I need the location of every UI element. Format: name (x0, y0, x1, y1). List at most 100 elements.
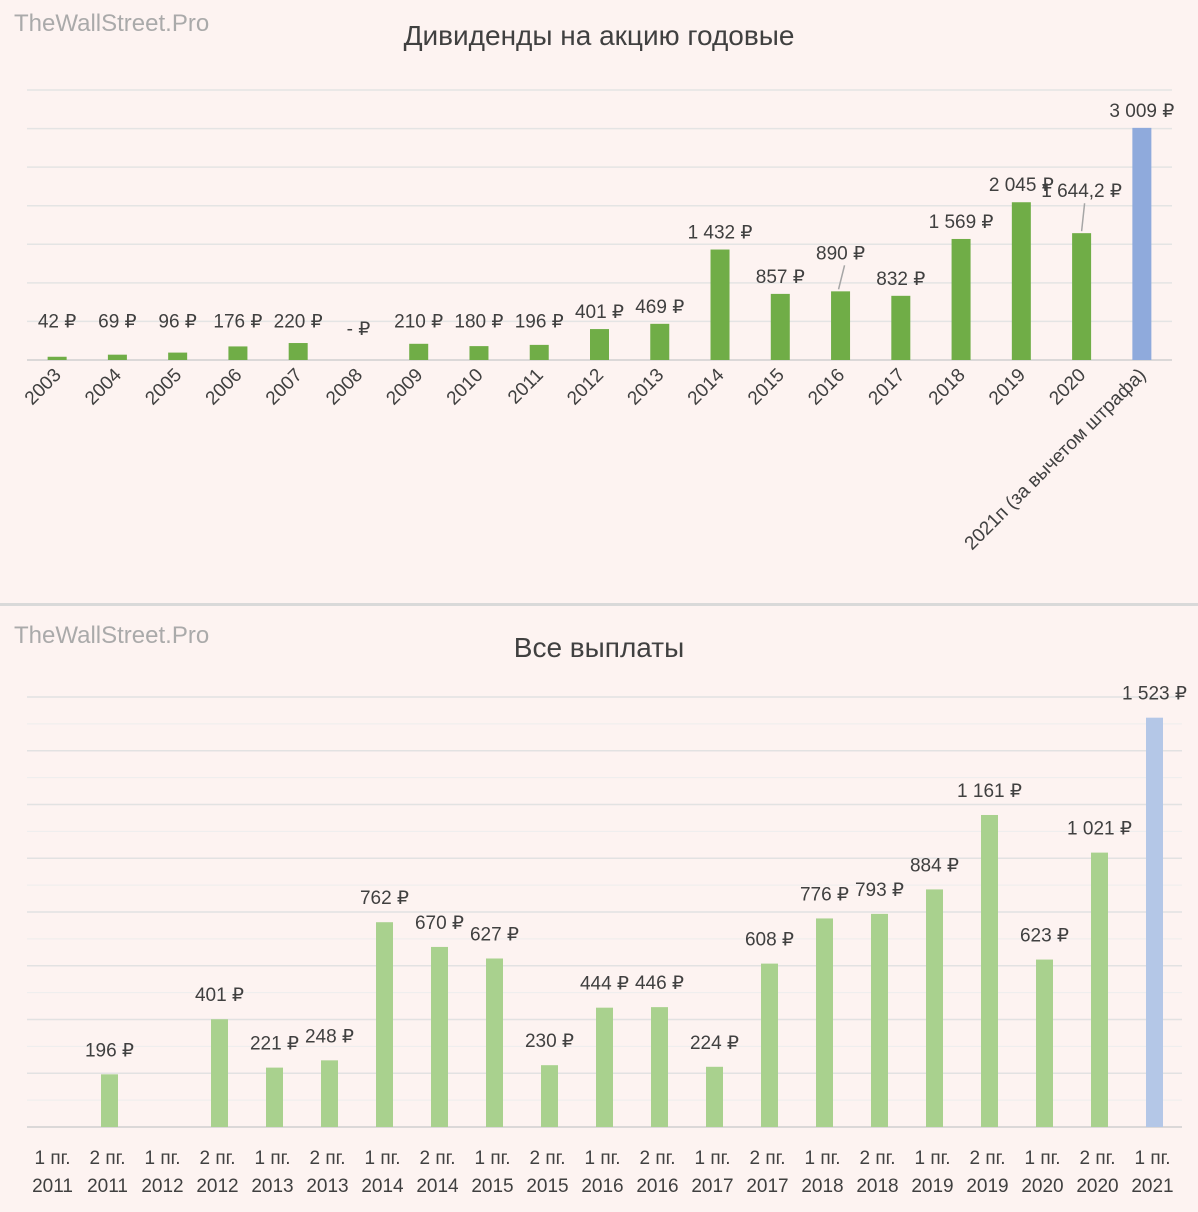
x-tick-label-year: 2011 (32, 1176, 73, 1197)
bar (871, 913, 888, 1127)
x-tick-label: 2019 (985, 365, 1030, 410)
data-label: 196 ₽ (85, 1040, 134, 1061)
data-label: 230 ₽ (525, 1031, 574, 1052)
all-payments-panel: TheWallStreet.Pro Все выплаты 1 пг. 2011 1… (0, 606, 1198, 1212)
data-label: 401 ₽ (575, 302, 624, 323)
x-tick-label: 2004 (81, 364, 126, 409)
bar (650, 323, 670, 360)
bar (651, 1007, 668, 1127)
x-tick-label: 2006 (202, 365, 247, 410)
data-label: 857 ₽ (756, 267, 805, 288)
x-tick-label: 2013 (624, 365, 669, 410)
bar (706, 1066, 723, 1127)
bar (288, 343, 308, 360)
bar (1091, 852, 1108, 1127)
x-tick-label: 2012 (563, 365, 608, 410)
bar (168, 352, 188, 360)
x-tick-label-half: 1 пг. (474, 1148, 510, 1169)
bar (761, 963, 778, 1127)
bar (981, 814, 998, 1127)
bar (529, 344, 549, 360)
x-tick-label-year: 2012 (141, 1176, 183, 1197)
x-tick-label-year: 2021 (1131, 1176, 1173, 1197)
data-label: 793 ₽ (855, 880, 904, 901)
data-label: 623 ₽ (1020, 926, 1069, 947)
x-tick-label-half: 2 пг. (309, 1148, 345, 1169)
x-tick-label-year: 2016 (636, 1176, 678, 1197)
watermark: TheWallStreet.Pro (14, 10, 210, 37)
data-label: 1 644,2 ₽ (1041, 181, 1122, 202)
x-tick-label-year: 2020 (1076, 1176, 1118, 1197)
bar (409, 343, 429, 360)
x-tick-label-year: 2014 (416, 1176, 459, 1197)
bar (228, 346, 248, 360)
data-label: 221 ₽ (250, 1034, 299, 1055)
x-tick-label: 2017 (865, 365, 910, 410)
x-tick-label-half: 2 пг. (1079, 1148, 1115, 1169)
x-tick-label: 2016 (804, 365, 849, 410)
data-label: 2 045 ₽ (989, 175, 1054, 196)
data-label: 1 021 ₽ (1067, 819, 1132, 840)
x-tick-label-year: 2012 (196, 1176, 238, 1197)
bar (1132, 127, 1152, 361)
data-label: 1 161 ₽ (957, 781, 1022, 802)
x-tick-label: 2009 (382, 365, 427, 410)
x-tick-label-year: 2018 (801, 1176, 843, 1197)
x-tick-label-year: 2018 (856, 1176, 898, 1197)
chart-title: Все выплаты (513, 632, 685, 663)
x-tick-label: 2011 (504, 365, 548, 409)
x-tick-label-half: 1 пг. (914, 1148, 950, 1169)
panel-divider (0, 603, 1198, 606)
x-tick-label-half: 1 пг. (584, 1148, 620, 1169)
x-tick-label-year: 2019 (911, 1176, 953, 1197)
bar (107, 354, 127, 360)
x-tick-label-half: 2 пг. (89, 1148, 125, 1169)
data-label: 446 ₽ (635, 973, 684, 994)
x-tick-label: 2010 (443, 365, 488, 410)
bar (770, 293, 790, 360)
x-tick-label-half: 2 пг. (529, 1148, 565, 1169)
x-tick-label-half: 1 пг. (254, 1148, 290, 1169)
x-tick-label-half: 2 пг. (419, 1148, 455, 1169)
bar (469, 346, 489, 360)
bar (47, 356, 67, 360)
x-tick-label: 2007 (262, 365, 307, 410)
x-tick-label-year: 2014 (361, 1176, 404, 1197)
data-label: 762 ₽ (360, 888, 409, 909)
data-label: 69 ₽ (98, 312, 137, 333)
data-label: 1 523 ₽ (1122, 684, 1187, 705)
label-leader-line (1080, 203, 1086, 232)
x-tick-label-half: 2 пг. (859, 1148, 895, 1169)
bar (541, 1065, 558, 1127)
bar (101, 1074, 118, 1127)
annual-dividends-chart: 42 ₽ 2003 69 ₽ 2004 96 ₽ 2005 176 ₽ 2006 220 ₽ 20… (21, 89, 1174, 554)
bar (376, 922, 393, 1127)
data-label: 248 ₽ (305, 1026, 354, 1047)
bar (211, 1019, 228, 1127)
x-tick-label-half: 1 пг. (364, 1148, 400, 1169)
data-label: 96 ₽ (158, 312, 197, 333)
x-tick-label-half: 1 пг. (144, 1148, 180, 1169)
data-label: - ₽ (347, 319, 371, 340)
data-label: 1 432 ₽ (688, 223, 753, 244)
x-tick-label-year: 2017 (746, 1176, 788, 1197)
x-tick-label: 2014 (684, 364, 729, 409)
bar (926, 889, 943, 1127)
x-tick-label-year: 2011 (87, 1176, 128, 1197)
bar (951, 238, 971, 360)
data-label: 42 ₽ (38, 312, 77, 333)
data-label: 3 009 ₽ (1109, 101, 1174, 122)
x-tick-label-year: 2020 (1021, 1176, 1063, 1197)
x-tick-label-half: 2 пг. (969, 1148, 1005, 1169)
x-tick-label-year: 2019 (966, 1176, 1008, 1197)
bar (1011, 202, 1031, 360)
x-tick-label: 2005 (141, 365, 186, 410)
data-label: 884 ₽ (910, 855, 959, 876)
x-tick-label-half: 1 пг. (1024, 1148, 1060, 1169)
x-tick-label-half: 1 пг. (34, 1148, 70, 1169)
x-tick-label-half: 2 пг. (639, 1148, 675, 1169)
bar (831, 291, 851, 360)
chart-title: Дивиденды на акцию годовые (403, 20, 795, 51)
data-label: 224 ₽ (690, 1033, 739, 1054)
bar (1036, 959, 1053, 1127)
